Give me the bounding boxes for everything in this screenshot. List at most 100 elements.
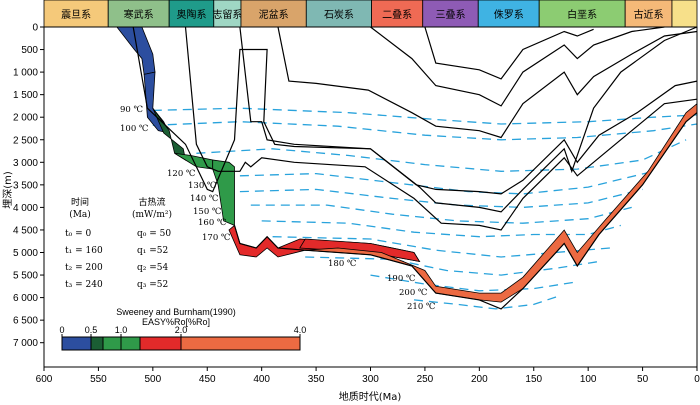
y-tick-label: 2 500 [13,135,38,146]
period-cell [240,0,307,28]
period-cell [43,0,109,28]
maturity-band [116,26,698,303]
x-axis: 600 550 500 450 400 350 300 250 200 150 100 50 0 [36,367,700,385]
period-cell [422,0,479,28]
x-tick-label: 0 [694,374,700,385]
x-tick-label: 50 [637,374,649,385]
x-tick-label: 450 [199,374,216,385]
period-cell [671,0,698,28]
period-label: 二叠系 [382,9,412,21]
period-label: 古近系 [634,8,664,21]
legend-swatch [102,336,122,351]
isotherm-line [413,294,562,310]
period-label: 奥陶系 [176,8,206,21]
isotherm-label: 190 ℃ [387,274,415,284]
x-tick-label: 300 [362,374,379,385]
x-tick-label: 100 [580,374,597,385]
period-band: 震旦系 寒武系 奥陶系 志留系 泥盆系 石炭系 二叠系 三叠系 侏罗系 白垩系 古近系 [43,0,698,28]
table-cell-heatflow: q₁ =52 [137,246,168,256]
table-header: 古热流 [138,196,165,208]
burial-curve-deepest [233,112,698,310]
burial-curve [424,26,594,80]
table-cell-time: t₁ = 160 [65,246,103,256]
period-label: 震旦系 [61,9,91,21]
isotherm-lines [152,107,698,310]
legend-title: Sweeney and Burnham(1990) [116,307,236,317]
y-tick-label: 5 500 [13,271,38,282]
legend-tick-label: 2.0 [175,325,188,335]
legend-tick-label: 0 [59,325,64,335]
maturity-segment [152,107,187,161]
legend-swatch [180,336,301,351]
isotherm-label: 90 ℃ [120,105,143,115]
table-cell-heatflow: q₀ = 50 [137,229,171,239]
table-cell-heatflow: q₃ =52 [137,280,168,290]
isotherm-line [261,220,621,238]
isotherm-line [272,236,610,258]
isotherm-label: 180 ℃ [328,259,356,269]
period-cell [371,0,424,28]
period-cell [213,0,242,28]
period-cell [624,0,673,28]
y-tick-label: 6 500 [13,316,38,327]
isotherm-line [196,139,687,172]
y-tick-label: 1 500 [13,90,38,101]
x-tick-label: 250 [417,374,434,385]
table-header: 时间 [71,196,89,208]
table-cell-time: t₃ = 240 [65,280,103,290]
isotherm-label: 210 ℃ [407,302,435,312]
period-label: 寒武系 [124,8,154,21]
isotherm-label: 170 ℃ [202,233,230,243]
legend-tick-label: 0.5 [85,325,98,335]
period-cell [305,0,372,28]
legend-title: EASY%Ro[%Ro] [142,317,210,327]
burial-curve [370,26,665,107]
burial-curve [184,26,698,231]
isotherm-label: 130 ℃ [188,181,216,191]
y-axis: 0 500 1 000 1 500 2 000 2 500 3 000 3 500 4 000 4… [13,23,44,349]
x-tick-label: 500 [144,374,161,385]
period-cell [168,0,215,28]
isotherm-line [305,256,600,276]
legend-swatch [61,336,92,351]
isotherm-label: 100 ℃ [120,124,148,134]
isotherm-label: 200 ℃ [399,288,427,298]
table-cell-heatflow: q₂ =54 [137,263,168,273]
x-tick-label: 200 [471,374,488,385]
y-tick-label: 3 500 [13,180,38,191]
maturity-segment [116,26,156,75]
paleo-heat-flow-table: 时间(Ma) 古热流(mW/m²) t₀ = 0 q₀ = 50 t₁ = 160 q₁ … [65,196,172,290]
burial-curve [277,26,698,139]
x-tick-label: 400 [253,374,270,385]
period-cell [538,0,626,28]
isotherm-line [250,204,632,224]
maturity-segment [305,102,698,303]
y-tick-label: 4 000 [13,203,38,214]
y-tick-label: 6 000 [13,293,38,304]
legend-swatch [90,336,104,351]
y-tick-label: 7 000 [13,338,38,349]
y-tick-label: 5 000 [13,248,38,259]
table-cell-time: t₂ = 200 [65,263,103,273]
table-header: (Ma) [69,209,91,220]
isotherm-label: 140 ℃ [190,194,218,204]
easy-ro-legend: Sweeney and Burnham(1990)EASY%Ro[%Ro] 0 0.… [59,307,307,351]
period-cell [477,0,540,28]
burial-curve [239,26,698,195]
isotherm-line [152,107,698,125]
legend-tick-label: 4.0 [294,325,307,335]
isotherm-label: 150 ℃ [193,207,221,217]
x-tick-label: 150 [525,374,542,385]
period-label: 侏罗系 [494,9,524,21]
y-tick-label: 0 [32,23,38,34]
x-axis-title: 地质时代(Ma) [339,390,402,403]
period-label: 泥盆系 [259,8,289,21]
y-tick-label: 2 000 [13,113,38,124]
x-tick-label: 600 [36,374,53,385]
y-tick-label: 3 000 [13,158,38,169]
maturity-segment [212,159,235,226]
isotherm-label: 160 ℃ [198,218,226,228]
period-cell [107,0,170,28]
